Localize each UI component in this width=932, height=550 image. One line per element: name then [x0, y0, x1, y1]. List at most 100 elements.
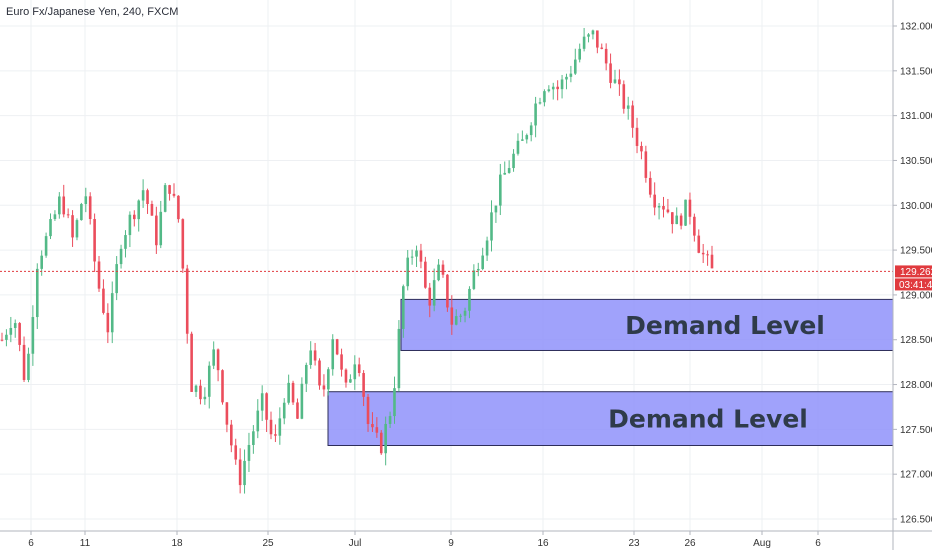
candle-body	[393, 388, 396, 417]
candle-body	[503, 172, 507, 175]
time-tick-label: 26	[684, 538, 696, 549]
candle-body	[340, 354, 343, 370]
candle-body	[512, 153, 515, 169]
candle-body	[622, 84, 626, 109]
candle-body	[35, 268, 39, 318]
candle-body	[397, 328, 401, 389]
candle-body	[124, 235, 127, 249]
price-tick-label: 131.000	[900, 111, 932, 122]
price-tick-label: 129.000	[900, 290, 932, 301]
candle-body	[106, 312, 110, 333]
candle-body	[485, 240, 489, 256]
candle-body	[313, 350, 317, 361]
candle-body	[185, 268, 189, 334]
candle-body	[230, 424, 233, 446]
candle-body	[119, 248, 123, 265]
candle-body	[582, 36, 586, 49]
candle-body	[450, 307, 454, 325]
candle-body	[163, 185, 167, 212]
demand-zone-box[interactable]	[327, 391, 894, 446]
price-tick-label: 128.500	[900, 335, 932, 346]
candle-body	[335, 339, 339, 355]
candle-body	[604, 48, 608, 64]
candle-body	[591, 30, 595, 35]
candle-body	[243, 460, 246, 486]
current-price-tag: 129.262 03:41:42	[895, 265, 932, 291]
candle-body	[207, 365, 211, 397]
candle-body	[481, 255, 484, 269]
candle-body	[507, 168, 511, 173]
candle-body	[75, 220, 79, 238]
candle-body	[419, 250, 423, 262]
candle-body	[406, 257, 410, 287]
price-tick-label: 131.500	[900, 66, 932, 77]
price-tick-label: 127.000	[900, 470, 932, 481]
candle-body	[538, 102, 542, 104]
candle-body	[618, 79, 621, 85]
candle-body	[53, 214, 57, 220]
candle-body	[424, 261, 427, 288]
chart-grid	[0, 0, 893, 531]
candle-body	[22, 344, 26, 380]
candle-body	[384, 423, 387, 454]
price-axis[interactable]: 132.000 131.500 131.000 130.500 130.000 129.5…	[893, 22, 932, 526]
candle-body	[5, 334, 8, 340]
candle-body	[366, 396, 370, 425]
candle-body	[428, 287, 432, 306]
demand-zone-box[interactable]	[400, 298, 894, 351]
demand-zone-label: Demand Level	[608, 405, 808, 434]
candle-body	[309, 350, 312, 365]
candle-body	[437, 264, 440, 281]
candle-body	[88, 196, 92, 220]
candle-body	[560, 79, 564, 90]
candle-body	[671, 212, 674, 225]
candle-body	[472, 270, 476, 289]
candle-body	[9, 327, 13, 335]
time-tick-label: 6	[815, 538, 821, 549]
candle-body	[40, 255, 43, 269]
candle-body	[600, 47, 604, 49]
candle-body	[256, 410, 260, 432]
candle-body	[578, 48, 582, 60]
candle-body	[238, 459, 242, 486]
candle-body	[573, 59, 577, 74]
candle-body	[357, 364, 361, 374]
candle-body	[565, 76, 568, 80]
candle-body	[534, 103, 537, 126]
candle-body	[701, 252, 705, 255]
time-tick-label: 11	[80, 538, 91, 549]
candle-body	[388, 416, 392, 424]
candle-body	[371, 424, 374, 428]
candle-body	[697, 235, 701, 253]
candle-body	[190, 333, 193, 392]
candle-body	[693, 216, 696, 236]
candle-body	[441, 264, 445, 275]
candle-body	[331, 339, 335, 370]
candle-body	[662, 206, 665, 210]
candle-body	[631, 105, 634, 128]
svg-text:03:41:42: 03:41:42	[899, 280, 932, 291]
candle-body	[260, 393, 264, 411]
candle-body	[0, 339, 4, 341]
time-tick-label: 6	[28, 538, 34, 549]
price-tick-label: 132.000	[900, 22, 932, 33]
candle-body	[640, 145, 643, 152]
candle-body	[596, 30, 599, 48]
svg-text:129.262: 129.262	[900, 267, 932, 278]
candle-body	[344, 369, 348, 383]
demand-zones[interactable]: Demand Level Demand Level	[327, 298, 894, 446]
candle-body	[459, 315, 462, 317]
candle-body	[410, 256, 414, 258]
candle-body	[626, 105, 630, 109]
candle-body	[66, 214, 70, 216]
candle-body	[402, 286, 405, 329]
candle-body	[221, 370, 224, 403]
candle-body	[265, 393, 268, 420]
candle-body	[587, 34, 590, 37]
candle-body	[155, 215, 158, 246]
time-axis[interactable]: 6 11 18 25 Jul 9 16 23 26 Aug 6	[28, 531, 821, 549]
candle-body	[93, 219, 96, 262]
candle-body	[62, 196, 66, 215]
candle-body	[282, 402, 286, 419]
